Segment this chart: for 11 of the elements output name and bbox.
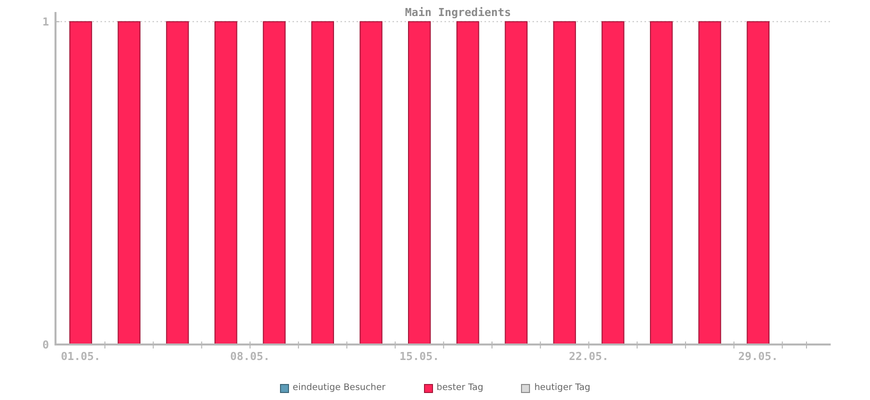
legend-label: eindeutige Besucher xyxy=(292,383,386,393)
x-tick-label: 15.05. xyxy=(400,350,440,363)
legend-label: heutiger Tag xyxy=(534,383,590,393)
legend-label: bester Tag xyxy=(436,383,484,393)
x-tick-label: 08.05. xyxy=(230,350,270,363)
y-tick-label: 1 xyxy=(42,16,50,29)
y-tick-label: 0 xyxy=(42,338,49,352)
chart-title: Main Ingredients xyxy=(405,6,511,19)
x-tick-label: 22.05. xyxy=(568,350,609,363)
x-tick-label: 01.05. xyxy=(60,350,101,363)
x-tick-label: 29.05. xyxy=(738,350,778,363)
